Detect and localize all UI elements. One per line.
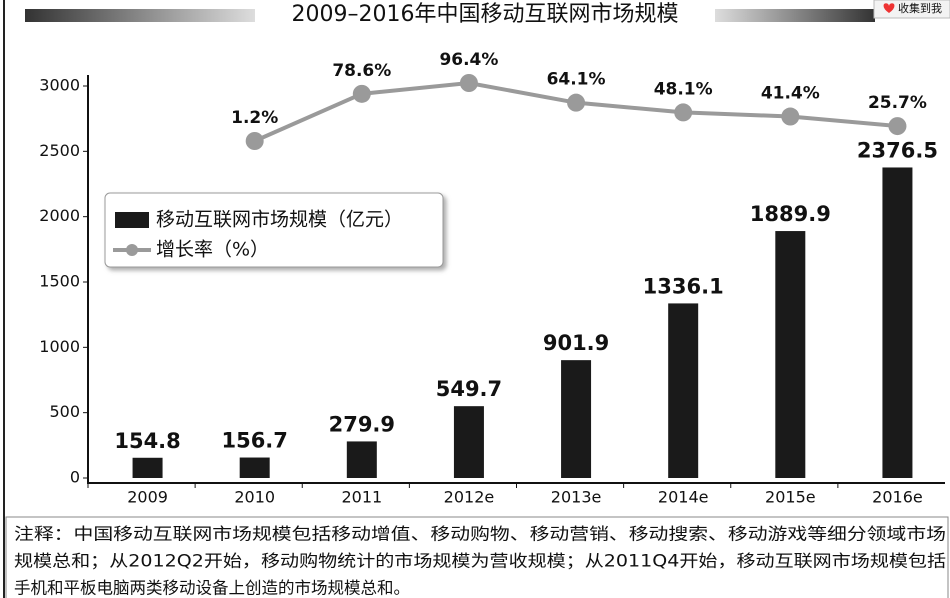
bar xyxy=(453,406,484,478)
x-tick-label: 2009 xyxy=(127,488,168,507)
legend-box xyxy=(104,192,444,268)
growth-point xyxy=(567,93,586,112)
bar-value-label: 279.9 xyxy=(329,412,395,436)
bar xyxy=(239,457,270,478)
share-icon xyxy=(883,3,895,14)
bar xyxy=(561,360,592,478)
title-bar xyxy=(25,9,255,22)
growth-label: 25.7% xyxy=(868,93,927,113)
bar xyxy=(132,457,163,478)
x-tick-label: 2016e xyxy=(872,488,923,507)
growth-point xyxy=(888,117,907,136)
legend-swatch xyxy=(126,244,138,256)
share-label[interactable]: 收集到我 xyxy=(898,1,942,15)
y-tick-label: 0 xyxy=(70,468,80,487)
bar-value-label: 901.9 xyxy=(543,331,609,355)
x-tick-label: 2014e xyxy=(658,488,709,507)
legend-label: 移动互联网市场规模（亿元） xyxy=(156,209,403,231)
bar xyxy=(775,231,806,478)
y-tick-label: 1000 xyxy=(39,337,80,356)
growth-label: 1.2% xyxy=(231,108,278,128)
growth-point xyxy=(352,84,371,103)
x-tick-label: 2013e xyxy=(551,488,602,507)
y-tick-label: 2500 xyxy=(39,141,80,160)
bar xyxy=(668,303,699,478)
y-tick-label: 3000 xyxy=(39,76,80,95)
x-tick-label: 2010 xyxy=(234,488,275,507)
growth-point xyxy=(245,132,264,150)
bar xyxy=(882,167,913,478)
bar xyxy=(346,441,377,478)
growth-label: 64.1% xyxy=(547,70,606,90)
y-tick-label: 2000 xyxy=(39,206,80,225)
x-tick-label: 2011 xyxy=(341,488,382,507)
legend-swatch xyxy=(115,212,149,228)
growth-label: 96.4% xyxy=(439,50,498,70)
bar-value-label: 154.8 xyxy=(114,429,180,453)
growth-point xyxy=(674,103,693,122)
x-tick-label: 2015e xyxy=(765,488,816,507)
note-line: 手机和平板电脑两类移动设备上创造的市场规模总和。 xyxy=(14,579,410,598)
growth-label: 78.6% xyxy=(332,61,391,81)
bar-value-label: 549.7 xyxy=(436,377,502,401)
bar-value-label: 1889.9 xyxy=(750,202,831,226)
note-box xyxy=(5,516,949,598)
chart-title: 2009–2016年中国移动互联网市场规模 xyxy=(292,2,679,27)
legend-label: 增长率（%） xyxy=(156,239,269,261)
title-bar xyxy=(715,9,875,22)
growth-label: 48.1% xyxy=(654,79,713,99)
growth-point xyxy=(781,107,800,126)
growth-point xyxy=(459,74,478,92)
bar-value-label: 1336.1 xyxy=(643,274,724,298)
bar-value-label: 2376.5 xyxy=(857,138,938,162)
bar-value-label: 156.7 xyxy=(221,429,287,453)
growth-label: 41.4% xyxy=(761,84,820,104)
x-tick-label: 2012e xyxy=(444,488,495,507)
note-line: 注释：中国移动互联网市场规模包括移动增值、移动购物、移动营销、移动搜索、移动游戏… xyxy=(14,525,946,544)
y-tick-label: 1500 xyxy=(39,272,80,291)
note-line: 规模总和；从2012Q2开始，移动购物统计的市场规模为营收规模；从2011Q4开… xyxy=(14,552,946,571)
y-tick-label: 500 xyxy=(49,402,80,421)
